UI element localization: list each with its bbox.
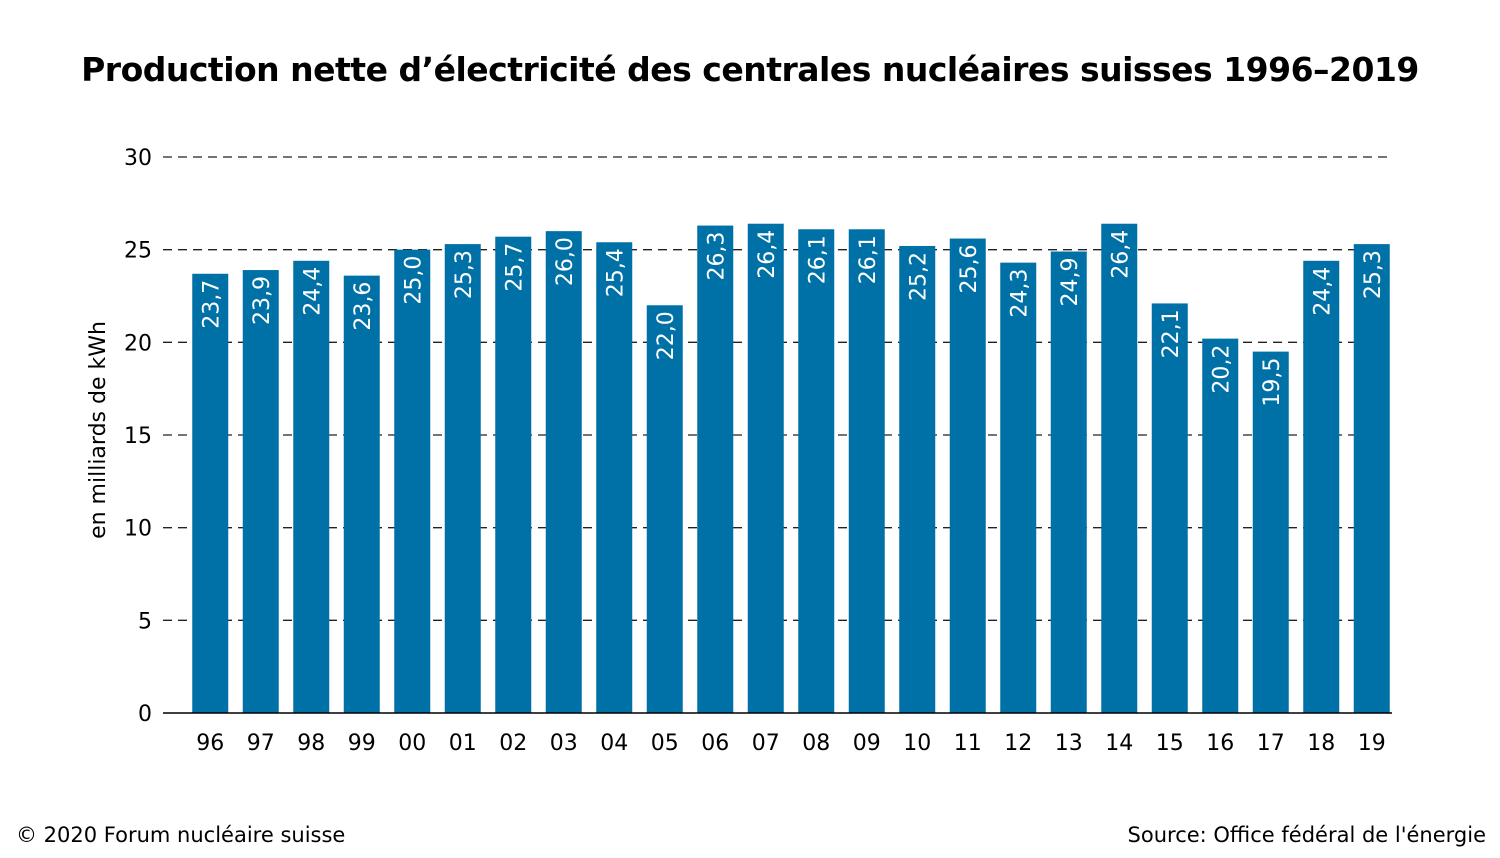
bar-value-label: 23,6 [351, 282, 376, 331]
bar [1151, 303, 1188, 713]
bar-value-label: 25,3 [452, 250, 477, 299]
bar-value-label: 26,1 [805, 235, 830, 284]
y-tick-label: 5 [138, 609, 152, 634]
bar-value-label: 22,1 [1159, 309, 1184, 358]
bar [899, 245, 936, 713]
bar-value-label: 25,0 [401, 256, 426, 305]
source-note: Source: Office fédéral de l'énergie [1127, 823, 1486, 847]
bar [343, 275, 380, 713]
bar [1202, 338, 1239, 713]
y-tick-label: 25 [124, 239, 152, 264]
bar [848, 229, 885, 713]
bar [1252, 351, 1289, 713]
x-tick-label: 07 [752, 731, 780, 756]
y-tick-label: 10 [124, 517, 152, 542]
bar [697, 225, 734, 713]
x-tick-label: 12 [1004, 731, 1032, 756]
x-tick-label: 13 [1055, 731, 1083, 756]
y-tick-label: 30 [124, 146, 152, 171]
bar [1353, 244, 1390, 713]
bar [444, 244, 481, 713]
x-tick-label: 96 [196, 731, 224, 756]
x-tick-label: 11 [954, 731, 982, 756]
bar [1050, 251, 1087, 713]
bar-value-label: 24,4 [300, 267, 325, 316]
bar [394, 249, 431, 713]
bar [949, 238, 986, 713]
bar [798, 229, 835, 713]
bar-value-label: 23,7 [199, 280, 224, 329]
y-axis-label: en milliards de kWh [86, 321, 111, 539]
bar [1000, 262, 1037, 713]
bar-value-label: 22,0 [654, 311, 679, 360]
y-tick-label: 0 [138, 702, 152, 727]
x-tick-label: 10 [903, 731, 931, 756]
chart-title: Production nette d’électricité des centr… [81, 50, 1419, 89]
bar [293, 260, 330, 713]
x-tick-label: 16 [1206, 731, 1234, 756]
x-tick-label: 01 [449, 731, 477, 756]
x-tick-label: 04 [600, 731, 628, 756]
bar-value-label: 26,4 [1108, 230, 1133, 279]
bar [242, 270, 279, 713]
x-tick-label: 97 [247, 731, 275, 756]
bar-value-label: 26,4 [755, 230, 780, 279]
bar [192, 273, 229, 713]
x-tick-label: 98 [297, 731, 325, 756]
bar-value-label: 26,3 [704, 232, 729, 281]
bar-value-label: 25,6 [957, 245, 982, 294]
x-tick-label: 99 [348, 731, 376, 756]
bar [1101, 223, 1138, 713]
bar [646, 305, 683, 713]
x-tick-label: 18 [1307, 731, 1335, 756]
bar-value-label: 24,9 [1058, 258, 1083, 307]
x-tick-label: 05 [651, 731, 679, 756]
x-tick-label: 08 [802, 731, 830, 756]
bar [545, 231, 582, 713]
bar-value-label: 24,4 [1310, 267, 1335, 316]
bar-value-label: 26,0 [553, 237, 578, 286]
x-tick-label: 15 [1156, 731, 1184, 756]
bars: 23,7 23,9 24,4 23,6 25,0 25,3 25,7 26,0 25,4 22,0… [192, 223, 1390, 713]
x-tick-label: 09 [853, 731, 881, 756]
bar-value-label: 20,2 [1209, 345, 1234, 394]
bar-value-label: 24,3 [1007, 269, 1032, 318]
x-tick-label: 14 [1105, 731, 1133, 756]
bar-value-label: 25,3 [1361, 250, 1386, 299]
bar [495, 236, 532, 713]
x-tick-label: 00 [398, 731, 426, 756]
copyright-note: © 2020 Forum nucléaire suisse [16, 823, 346, 847]
x-tick-label: 19 [1358, 731, 1386, 756]
x-tick-label: 17 [1257, 731, 1285, 756]
x-tick-label: 02 [499, 731, 527, 756]
bar-value-label: 25,4 [603, 248, 628, 297]
bar-value-label: 25,2 [906, 252, 931, 301]
bar-value-label: 19,5 [1260, 358, 1285, 407]
y-tick-label: 20 [124, 331, 152, 356]
bar [1303, 260, 1340, 713]
bar [747, 223, 784, 713]
x-tick-label: 03 [550, 731, 578, 756]
y-tick-label: 15 [124, 424, 152, 449]
bar-value-label: 26,1 [856, 235, 881, 284]
bar-value-label: 25,7 [502, 243, 527, 292]
x-tick-label: 06 [701, 731, 729, 756]
bar-value-label: 23,9 [250, 276, 275, 325]
bar [596, 242, 633, 713]
